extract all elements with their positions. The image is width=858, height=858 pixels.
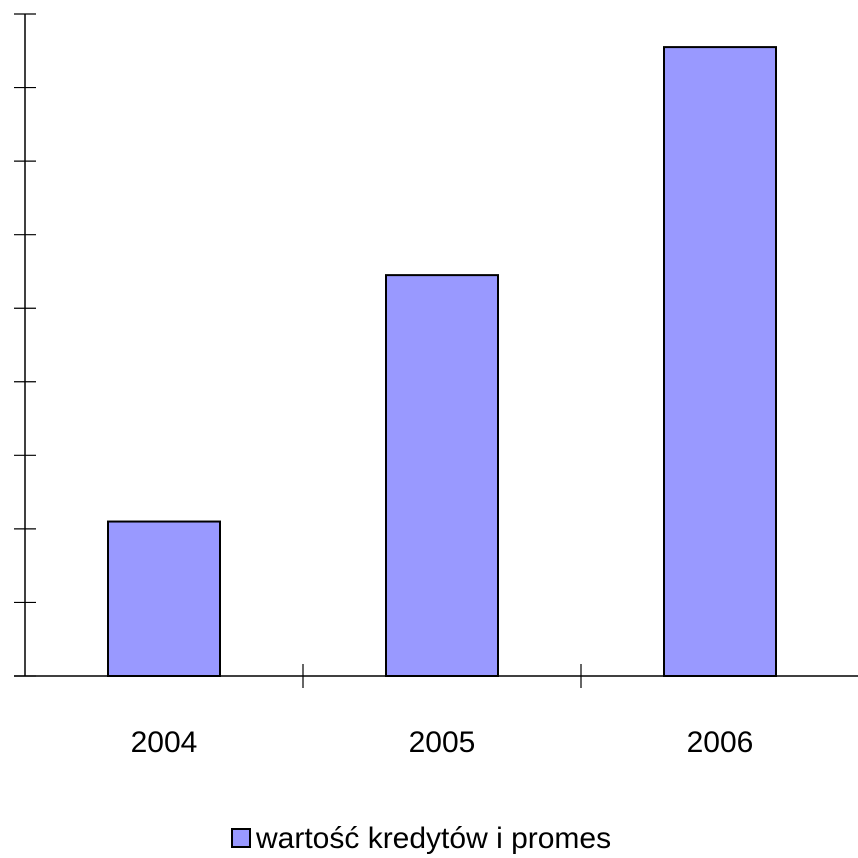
y-ticks — [14, 13, 36, 677]
bar-2006 — [663, 46, 777, 678]
legend-swatch — [231, 828, 251, 848]
bar-2005 — [385, 274, 499, 677]
x-tick-label-2004: 2004 — [131, 726, 198, 759]
x-tick-label-2005: 2005 — [409, 726, 476, 759]
legend: wartość kredytów i promes — [231, 822, 611, 855]
legend-label: wartość kredytów i promes — [255, 822, 611, 855]
x-tick-label-2006: 2006 — [687, 726, 754, 759]
x-ticks — [302, 664, 582, 688]
bars — [107, 46, 777, 678]
bar-2004 — [107, 520, 221, 677]
x-tick-labels: 2004 2005 2006 — [131, 726, 754, 759]
